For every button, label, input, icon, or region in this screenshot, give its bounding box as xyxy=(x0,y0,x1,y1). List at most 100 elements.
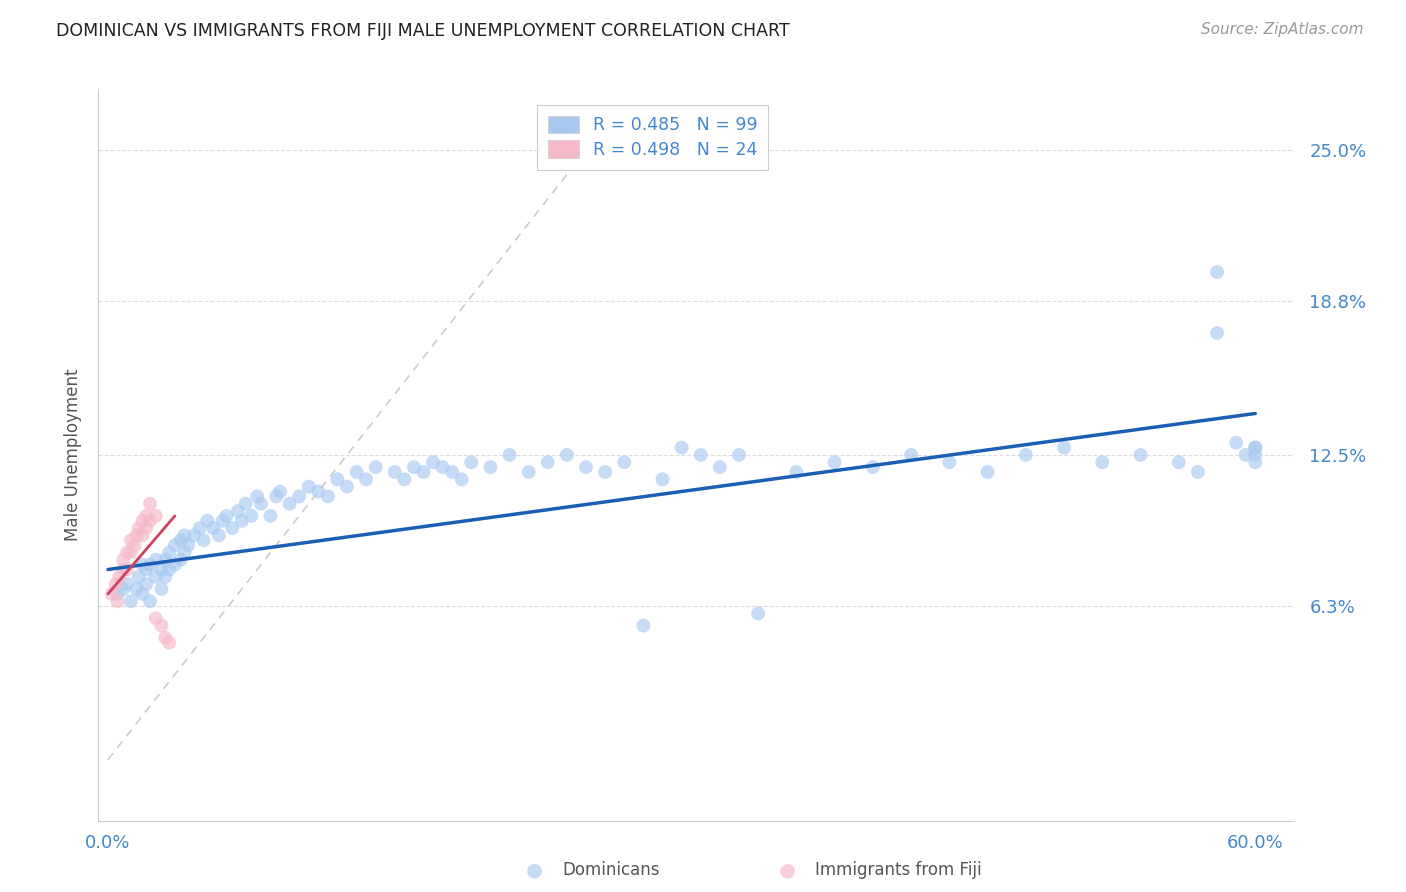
Point xyxy=(169,533,191,548)
Point xyxy=(108,570,131,584)
Point xyxy=(112,562,135,576)
Point xyxy=(651,472,673,486)
Legend: R = 0.485   N = 99, R = 0.498   N = 24: R = 0.485 N = 99, R = 0.498 N = 24 xyxy=(537,105,768,169)
Point xyxy=(394,472,416,486)
Point xyxy=(202,521,225,535)
Point xyxy=(1129,448,1152,462)
Point xyxy=(115,562,138,576)
Point xyxy=(145,553,167,567)
Point xyxy=(135,562,157,576)
Text: DOMINICAN VS IMMIGRANTS FROM FIJI MALE UNEMPLOYMENT CORRELATION CHART: DOMINICAN VS IMMIGRANTS FROM FIJI MALE U… xyxy=(56,22,790,40)
Point xyxy=(120,545,142,559)
Point xyxy=(1244,441,1267,455)
Point xyxy=(120,533,142,548)
Point xyxy=(139,558,162,572)
Point xyxy=(1225,435,1247,450)
Point xyxy=(193,533,215,548)
Point xyxy=(115,545,138,559)
Point xyxy=(1244,455,1267,469)
Point xyxy=(689,448,711,462)
Point xyxy=(157,545,180,559)
Point xyxy=(613,455,636,469)
Point xyxy=(593,465,616,479)
Point xyxy=(1091,455,1114,469)
Point xyxy=(402,460,425,475)
Point xyxy=(1244,441,1267,455)
Point xyxy=(208,528,231,542)
Text: Dominicans: Dominicans xyxy=(562,861,659,879)
Point xyxy=(1015,448,1038,462)
Point xyxy=(197,514,219,528)
Point xyxy=(976,465,998,479)
Point xyxy=(131,558,153,572)
Point xyxy=(326,472,349,486)
Point xyxy=(862,460,884,475)
Point xyxy=(575,460,598,475)
Point xyxy=(307,484,329,499)
Point xyxy=(155,570,177,584)
Point xyxy=(900,448,922,462)
Point xyxy=(1187,465,1209,479)
Point xyxy=(246,489,269,503)
Point xyxy=(298,480,321,494)
Point xyxy=(728,448,751,462)
Point xyxy=(747,607,769,621)
Point xyxy=(188,521,211,535)
Point xyxy=(537,455,560,469)
Point xyxy=(139,497,162,511)
Point xyxy=(346,465,368,479)
Point xyxy=(139,594,162,608)
Point xyxy=(269,484,291,499)
Point xyxy=(498,448,520,462)
Point xyxy=(412,465,434,479)
Text: Source: ZipAtlas.com: Source: ZipAtlas.com xyxy=(1201,22,1364,37)
Point xyxy=(173,528,195,542)
Point xyxy=(169,553,191,567)
Point xyxy=(1234,448,1257,462)
Point xyxy=(177,538,200,552)
Point xyxy=(316,489,339,503)
Point xyxy=(125,582,148,596)
Text: ●: ● xyxy=(526,860,543,880)
Point xyxy=(221,521,243,535)
Point xyxy=(183,528,205,542)
Text: Immigrants from Fiji: Immigrants from Fiji xyxy=(815,861,983,879)
Point xyxy=(785,465,807,479)
Point xyxy=(555,448,578,462)
Point xyxy=(131,587,153,601)
Point xyxy=(135,508,157,523)
Point xyxy=(131,514,153,528)
Point xyxy=(115,577,138,591)
Point xyxy=(112,582,135,596)
Point xyxy=(671,441,693,455)
Point xyxy=(211,514,233,528)
Point xyxy=(1167,455,1189,469)
Point xyxy=(278,497,301,511)
Point xyxy=(150,618,173,632)
Point xyxy=(145,570,167,584)
Point xyxy=(1244,448,1267,462)
Point xyxy=(157,635,180,649)
Point xyxy=(139,514,162,528)
Point xyxy=(1053,441,1076,455)
Point xyxy=(264,489,287,503)
Point xyxy=(107,587,129,601)
Point xyxy=(128,570,150,584)
Point xyxy=(145,611,167,625)
Point xyxy=(250,497,273,511)
Point xyxy=(124,538,146,552)
Point xyxy=(125,528,148,542)
Point xyxy=(364,460,387,475)
Point xyxy=(240,508,263,523)
Point xyxy=(163,558,186,572)
Point xyxy=(104,577,127,591)
Point xyxy=(131,528,153,542)
Point xyxy=(938,455,960,469)
Text: ●: ● xyxy=(779,860,796,880)
Point xyxy=(112,553,135,567)
Point xyxy=(150,582,173,596)
Point xyxy=(157,562,180,576)
Point xyxy=(460,455,482,469)
Point xyxy=(1206,326,1229,340)
Point xyxy=(155,631,177,645)
